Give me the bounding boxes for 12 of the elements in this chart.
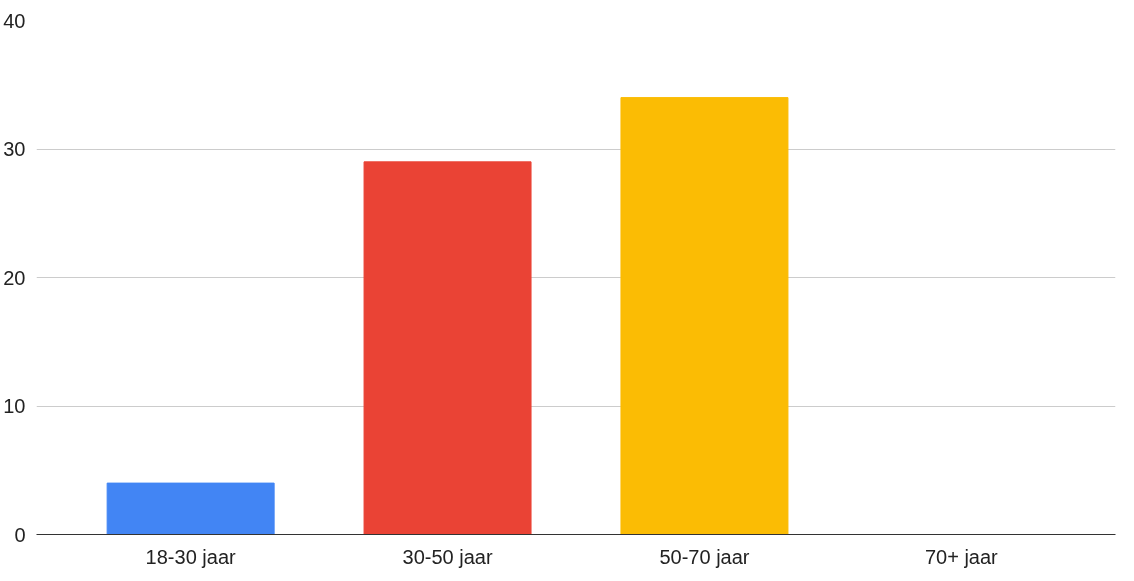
x-tick-label: 70+ jaar bbox=[924, 545, 999, 568]
y-tick-label: 10 bbox=[3, 395, 26, 417]
y-tick-label: 40 bbox=[3, 9, 26, 32]
x-tick-label: 30-50 jaar bbox=[402, 545, 493, 568]
y-tick-label: 20 bbox=[3, 266, 26, 289]
y-tick-label: 30 bbox=[3, 138, 26, 160]
y-tick-label: 0 bbox=[14, 523, 26, 546]
x-tick-label: 18-30 jaar bbox=[145, 545, 237, 568]
bar bbox=[363, 161, 532, 535]
bar bbox=[106, 482, 275, 535]
bar bbox=[620, 97, 789, 535]
x-tick-label: 50-70 jaar bbox=[659, 545, 750, 568]
